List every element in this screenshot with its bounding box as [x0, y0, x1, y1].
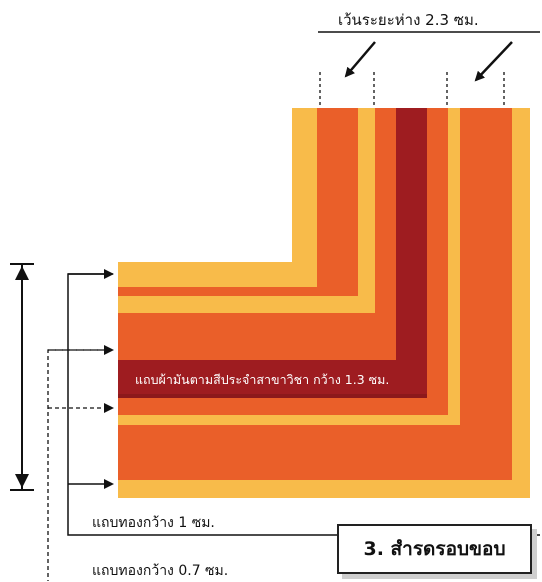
- gap-label: เว้นระยะห่าง 2.3 ซม.: [338, 11, 479, 29]
- color-ribbon-band: [118, 108, 427, 398]
- ribbon-label: แถบผ้ามันตามสีประจำสาขาวิชา กว้าง 1.3 ซม…: [135, 372, 390, 387]
- gold-07cm-bracket: [47, 349, 112, 581]
- gold-07cm-label: แถบทองกว้าง 0.7 ซม.: [92, 563, 229, 579]
- gap-arrow-left: [344, 41, 376, 78]
- gap-arrow-right: [474, 41, 513, 82]
- title-box: 3. สำรดรอบขอบ: [337, 524, 532, 574]
- orange-band-middle: [118, 108, 396, 360]
- total-height-arrow-up: [15, 266, 29, 280]
- ribbon-shadow: [118, 394, 427, 398]
- gold-1cm-label: แถบทองกว้าง 1 ซม.: [92, 515, 215, 531]
- total-height-arrow-down: [15, 474, 29, 488]
- diagram-title: 3. สำรดรอบขอบ: [363, 538, 506, 560]
